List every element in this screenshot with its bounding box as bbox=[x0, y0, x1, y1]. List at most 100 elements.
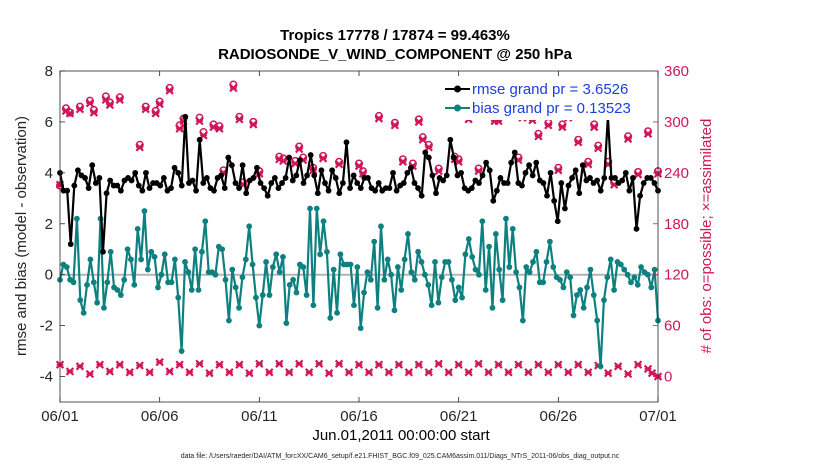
obs-assimilated-marker bbox=[554, 360, 563, 369]
rmse-marker bbox=[576, 190, 583, 197]
rmse-marker bbox=[647, 175, 654, 181]
bias-marker bbox=[388, 271, 394, 278]
rmse-marker bbox=[651, 180, 658, 186]
rmse-marker bbox=[300, 180, 307, 186]
rmse-marker bbox=[529, 172, 536, 179]
obs-assimilated-marker bbox=[558, 122, 567, 132]
obs-assimilated-marker bbox=[141, 105, 150, 114]
bias-marker bbox=[232, 284, 239, 291]
bias-marker bbox=[371, 238, 378, 245]
obs-assimilated-marker bbox=[249, 120, 258, 129]
bias-marker bbox=[327, 315, 334, 321]
rmse-marker bbox=[64, 187, 71, 194]
obs-assimilated-marker bbox=[464, 368, 473, 377]
rmse-marker bbox=[107, 177, 114, 184]
bias-marker bbox=[644, 271, 651, 278]
bias-marker bbox=[411, 276, 418, 283]
rmse-marker bbox=[547, 169, 554, 176]
obs-assimilated-marker bbox=[209, 122, 218, 132]
bias-marker bbox=[307, 205, 313, 212]
rmse-marker bbox=[257, 180, 264, 186]
obs-assimilated-marker bbox=[65, 367, 75, 376]
bias-marker bbox=[357, 325, 364, 332]
bias-marker bbox=[496, 266, 503, 273]
obs-assimilated-marker bbox=[165, 367, 174, 376]
obs-assimilated-marker bbox=[295, 144, 304, 154]
obs-assimilated-marker bbox=[225, 368, 234, 377]
bias-marker bbox=[334, 309, 340, 316]
bias-marker bbox=[391, 307, 398, 314]
bias-marker bbox=[222, 276, 229, 283]
rmse-marker bbox=[293, 172, 300, 179]
bias-marker bbox=[482, 287, 489, 293]
obs-assimilated-marker bbox=[185, 368, 194, 377]
bias-marker bbox=[469, 253, 476, 260]
bias-marker bbox=[628, 279, 634, 286]
bias-marker bbox=[273, 251, 280, 258]
bias-marker bbox=[320, 218, 327, 225]
obs-assimilated-marker bbox=[324, 368, 334, 378]
bias-marker bbox=[178, 348, 185, 354]
obs-assimilated-marker bbox=[454, 157, 463, 166]
rmse-marker bbox=[508, 159, 515, 166]
bias-marker bbox=[242, 256, 249, 263]
bias-marker bbox=[263, 259, 269, 265]
rmse-marker bbox=[168, 185, 174, 192]
obs-assimilated-marker bbox=[647, 368, 657, 378]
rmse-marker bbox=[612, 175, 618, 181]
rmse-marker bbox=[243, 190, 250, 197]
bias-marker bbox=[253, 294, 259, 301]
bias-marker bbox=[590, 292, 597, 298]
rmse-marker bbox=[443, 172, 450, 179]
bias-marker bbox=[283, 320, 290, 326]
bias-marker bbox=[330, 266, 337, 273]
bias-marker bbox=[563, 269, 570, 276]
x-axis-label: Jun.01,2011 00:00:00 start bbox=[312, 427, 490, 444]
bias-marker bbox=[509, 225, 516, 232]
rmse-marker bbox=[357, 185, 364, 192]
rmse-marker bbox=[254, 164, 260, 171]
rmse-marker bbox=[157, 182, 164, 189]
right-y-tick-label: 240 bbox=[664, 165, 689, 182]
rmse-marker bbox=[372, 187, 379, 194]
bias-marker bbox=[185, 269, 192, 276]
rmse-marker bbox=[117, 187, 124, 194]
rmse-marker bbox=[82, 175, 88, 181]
obs-assimilated-marker bbox=[155, 99, 164, 109]
bias-marker bbox=[212, 271, 219, 278]
bias-marker bbox=[202, 218, 209, 225]
rmse-marker bbox=[476, 180, 482, 186]
rmse-marker bbox=[504, 180, 511, 186]
rmse-marker bbox=[225, 154, 232, 161]
rmse-marker bbox=[479, 172, 486, 179]
bias-marker bbox=[577, 287, 584, 293]
obs-assimilated-marker bbox=[125, 368, 134, 377]
rmse-marker bbox=[619, 177, 626, 184]
obs-assimilated-marker bbox=[279, 156, 288, 166]
bias-marker bbox=[584, 284, 590, 291]
bias-marker bbox=[452, 297, 459, 304]
rmse-marker bbox=[418, 192, 425, 199]
bias-marker bbox=[148, 248, 155, 255]
obs-assimilated-marker bbox=[384, 368, 394, 377]
bias-marker bbox=[182, 259, 188, 265]
obs-assimilated-marker bbox=[344, 368, 354, 377]
obs-assimilated-marker bbox=[115, 360, 124, 369]
rmse-marker bbox=[630, 175, 636, 181]
rmse-marker bbox=[565, 182, 572, 189]
plot-area bbox=[55, 70, 663, 403]
rmse-marker bbox=[626, 187, 633, 194]
bias-marker bbox=[107, 248, 114, 255]
bias-marker bbox=[570, 312, 577, 319]
rmse-marker bbox=[343, 139, 350, 146]
bias-marker bbox=[381, 276, 388, 283]
bias-marker bbox=[80, 309, 87, 316]
bias-marker bbox=[354, 264, 361, 270]
obs-assimilated-marker bbox=[354, 161, 364, 171]
bias-marker bbox=[317, 251, 324, 258]
rmse-marker bbox=[447, 136, 454, 143]
obs-assimilated-marker bbox=[275, 359, 284, 368]
bias-marker bbox=[188, 287, 195, 293]
rmse-marker bbox=[440, 177, 447, 184]
rmse-marker bbox=[325, 187, 332, 194]
